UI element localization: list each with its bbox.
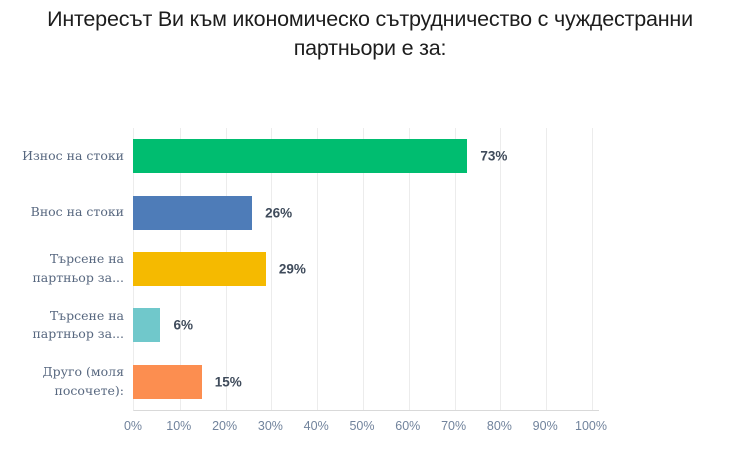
- gridline: [546, 128, 548, 410]
- x-axis-tick-label: 60%: [395, 419, 421, 433]
- category-label: Търсене на партньор за...: [32, 307, 124, 342]
- chart-row: Търсене на партньор за... 29%: [0, 241, 740, 297]
- chart-title-line-2: партньори е за:: [293, 35, 447, 60]
- bar-track: 15%: [133, 354, 740, 410]
- x-axis-tick-label: 90%: [532, 419, 558, 433]
- value-label: 26%: [265, 205, 293, 221]
- category-label: Търсене на партньор за...: [32, 251, 124, 286]
- gridline: [271, 128, 273, 410]
- chart-rows: Износ на стоки 73% Внос на стоки 26% Търсене…: [0, 128, 740, 410]
- x-axis-tick-label: 100%: [575, 419, 607, 433]
- gridline: [454, 128, 456, 410]
- bar: [133, 364, 202, 399]
- category-label: Износ на стоки: [22, 147, 124, 163]
- bar: [133, 308, 161, 343]
- x-axis-tick-label: 30%: [257, 419, 283, 433]
- gridline: [363, 128, 364, 410]
- x-axis-tick-label: 70%: [441, 419, 467, 433]
- chart-row: Внос на стоки 26%: [0, 184, 740, 240]
- chart-row: Търсене на партньор за... 6%: [0, 297, 740, 353]
- chart-row: Износ на стоки 73%: [0, 128, 740, 184]
- bar: [133, 139, 468, 174]
- bar-track: 6%: [133, 297, 740, 353]
- bar-track: 73%: [133, 128, 740, 184]
- value-label: 15%: [214, 374, 242, 390]
- gridline: [317, 128, 319, 410]
- bar: [133, 252, 266, 287]
- chart-title-line-1: Интересът Ви към икономическо сътрудниче…: [47, 7, 693, 31]
- value-label: 73%: [480, 148, 508, 164]
- gridline: [408, 128, 410, 410]
- x-axis-tick-label: 80%: [486, 419, 512, 433]
- bar-track: 29%: [133, 241, 740, 297]
- bar-chart: Износ на стоки 73% Внос на стоки 26% Търсене…: [0, 128, 740, 453]
- chart-title: Интересът Ви към икономическо сътрудниче…: [0, 5, 740, 62]
- gridline: [500, 128, 502, 410]
- x-axis-tick-label: 50%: [349, 419, 375, 433]
- x-axis-tick-label: 0%: [123, 419, 143, 433]
- value-label: 29%: [278, 261, 306, 277]
- category-label: Внос на стоки: [30, 204, 124, 220]
- x-axis: 0% 10% 20% 30% 40% 50% 60% 70% 80% 90% 100%: [124, 419, 607, 437]
- bar: [133, 195, 253, 230]
- x-axis-tick-label: 40%: [303, 419, 329, 433]
- category-label: Друго (моля посочете):: [42, 364, 124, 398]
- bar-track: 26%: [133, 184, 740, 240]
- chart-row: Друго (моля посочете): 15%: [0, 354, 740, 410]
- value-label: 6%: [173, 317, 193, 333]
- x-axis-tick-label: 10%: [166, 419, 192, 433]
- x-axis-tick-label: 20%: [212, 419, 238, 433]
- gridline: [592, 128, 593, 410]
